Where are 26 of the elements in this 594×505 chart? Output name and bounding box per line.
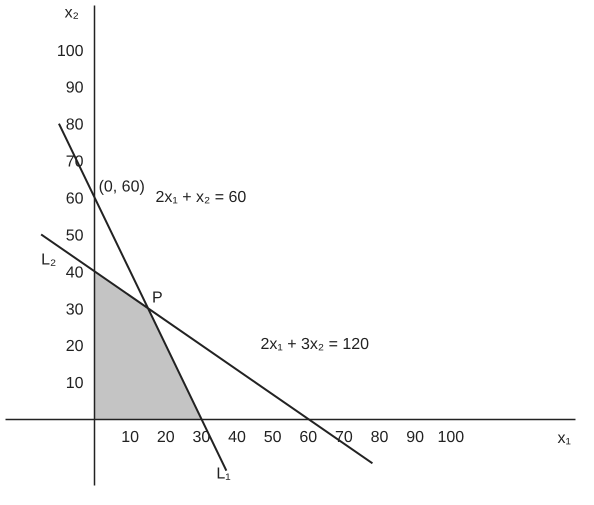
annotation: (0, 60) (98, 178, 145, 196)
x-tick-label: 70 (335, 429, 353, 446)
y-tick-label: 10 (66, 375, 84, 392)
x-tick-label: 80 (370, 429, 389, 446)
y-tick-label: 90 (66, 80, 84, 97)
x-tick-label: 10 (121, 429, 140, 446)
x-tick-label: 40 (228, 429, 246, 446)
y-tick-label: 60 (66, 190, 84, 208)
annotation: 2x₁ + x₂ = 60 (156, 189, 246, 206)
y-tick-label: 80 (66, 116, 84, 134)
x-axis-title: x₁ (558, 430, 571, 448)
x-tick-label: 20 (156, 429, 175, 446)
x-tick-label: 50 (264, 429, 282, 446)
y-tick-label: 50 (66, 227, 84, 244)
annotation: P (152, 289, 163, 306)
y-axis-title: x₂ (64, 4, 79, 22)
annotation: 2x₁ + 3x₂ = 120 (260, 336, 370, 354)
y-tick-label: 100 (56, 42, 84, 60)
series-label: L₁ (216, 466, 231, 483)
y-tick-label: 30 (66, 301, 84, 318)
y-tick-label: 40 (66, 264, 84, 282)
series-label: L₂ (41, 251, 56, 268)
x-tick-label: 90 (406, 429, 424, 446)
x-tick-label: 60 (299, 429, 318, 446)
x-tick-label: 100 (437, 429, 464, 446)
y-tick-label: 20 (66, 338, 84, 356)
